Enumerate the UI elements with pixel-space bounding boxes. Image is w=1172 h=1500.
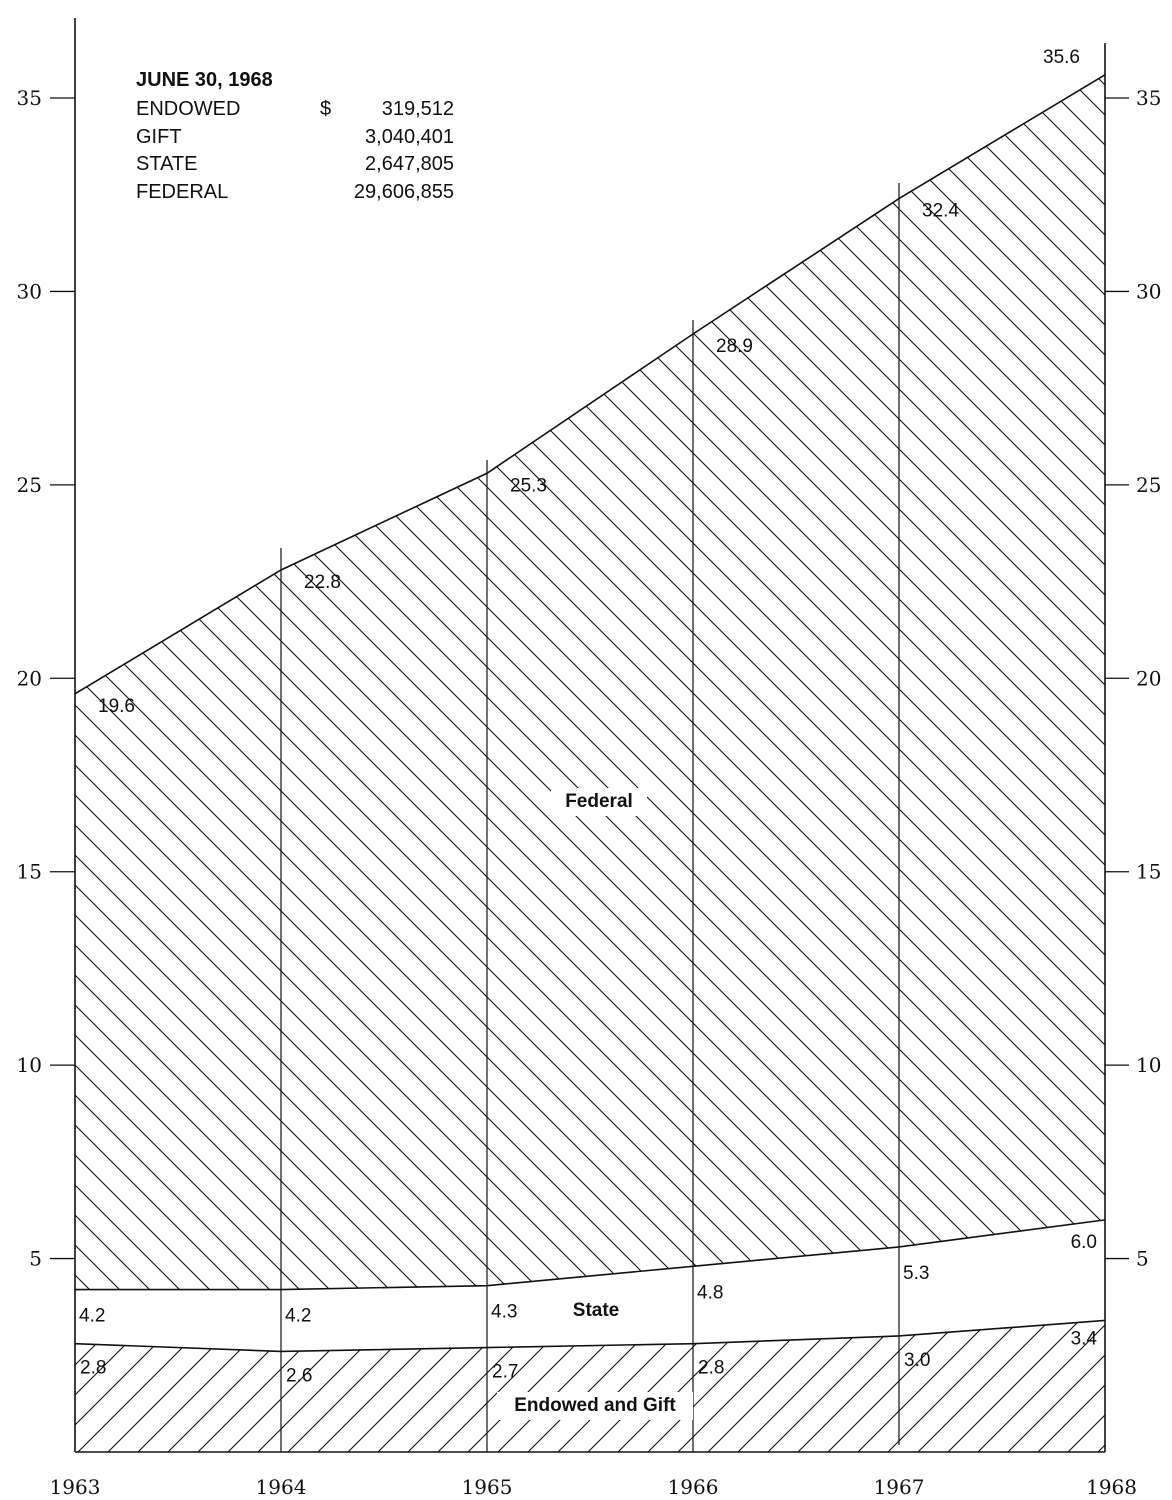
series-label-state: State — [573, 1300, 619, 1321]
x-tick-label-1965: 1965 — [462, 1475, 513, 1499]
line-endowed-and-gift — [74, 1319, 1106, 1353]
data-label-state-1966: 4.8 — [697, 1282, 723, 1303]
legend-value-endowed: 319,512 — [382, 98, 454, 120]
series-label-state-bg — [561, 1297, 631, 1325]
data-label-endowed-and-gift-1966: 2.8 — [698, 1358, 724, 1379]
data-label-endowed-and-gift-1968: 3.4 — [1071, 1328, 1098, 1349]
y-tick-label-left-25: 25 — [17, 473, 42, 497]
line-federal — [74, 74, 1106, 695]
legend-value-state: 2,647,805 — [365, 153, 454, 175]
x-tick-label-1966: 1966 — [668, 1475, 719, 1499]
data-label-endowed-and-gift-1963: 2.8 — [80, 1358, 106, 1379]
area-endowed-and-gift — [75, 1320, 1105, 1452]
x-axis: 1963 1964 1965 1966 1967 1968 — [50, 1475, 1137, 1499]
y-tick-label-right-10: 10 — [1136, 1053, 1161, 1077]
data-labels: 19.6 22.8 25.3 28.9 32.4 35.6 4.2 4.2 4.3 4.8 5.3 6… — [79, 47, 1097, 1387]
x-tick-label-1967: 1967 — [874, 1475, 925, 1499]
series-label-endowed-and-gift: Endowed and Gift — [514, 1395, 676, 1416]
y-tick-label-right-35: 35 — [1136, 86, 1161, 110]
area-state — [75, 1219, 1105, 1352]
series-label-federal: Federal — [565, 791, 633, 812]
y-tick-label-right-30: 30 — [1136, 279, 1161, 303]
data-label-federal-1964: 22.8 — [304, 572, 341, 593]
y-tick-label-left-15: 15 — [17, 860, 42, 884]
y-tick-label-left-5: 5 — [29, 1247, 42, 1271]
plot-frame — [74, 18, 1106, 1453]
legend-label-state: STATE — [136, 153, 197, 175]
x-tick-label-1968: 1968 — [1086, 1475, 1137, 1499]
series-label-federal-bg — [551, 788, 647, 816]
y-tick-label-right-25: 25 — [1136, 473, 1161, 497]
legend-label-gift: GIFT — [136, 126, 182, 148]
legend-title: JUNE 30, 1968 — [136, 69, 273, 91]
legend-currency: $ — [320, 98, 331, 120]
series-label-endowed-and-gift-bg — [497, 1392, 693, 1420]
data-label-federal-1963: 19.6 — [98, 696, 135, 717]
legend-value-federal: 29,606,855 — [354, 181, 454, 203]
y-tick-label-left-35: 35 — [17, 86, 42, 110]
data-label-federal-1968: 35.6 — [1043, 47, 1080, 68]
legend-label-endowed: ENDOWED — [136, 98, 240, 120]
x-tick-label-1963: 1963 — [50, 1475, 101, 1499]
legend-label-federal: FEDERAL — [136, 181, 228, 203]
x-tick-label-1964: 1964 — [256, 1475, 307, 1499]
y-tick-label-right-5: 5 — [1136, 1247, 1149, 1271]
data-label-endowed-and-gift-1965: 2.7 — [492, 1362, 518, 1383]
data-label-state-1964: 4.2 — [285, 1306, 311, 1327]
y-tick-label-left-20: 20 — [17, 666, 42, 690]
data-label-state-1963: 4.2 — [79, 1306, 105, 1327]
series-labels: Federal State Endowed and Gift — [497, 788, 693, 1420]
y-tick-label-left-10: 10 — [17, 1053, 42, 1077]
y-tick-label-left-30: 30 — [17, 279, 42, 303]
y-tick-label-right-15: 15 — [1136, 860, 1161, 884]
data-label-endowed-and-gift-1967: 3.0 — [904, 1350, 930, 1371]
area-layer — [74, 74, 1106, 1452]
summary-legend: JUNE 30, 1968 ENDOWED $ 319,512 GIFT 3,0… — [136, 69, 454, 203]
legend-value-gift: 3,040,401 — [365, 126, 454, 148]
data-label-endowed-and-gift-1964: 2.6 — [286, 1365, 312, 1386]
data-label-state-1965: 4.3 — [491, 1302, 517, 1323]
y-axis-right: 5 10 15 20 25 30 35 — [1105, 86, 1161, 1271]
line-state — [75, 1219, 1106, 1291]
y-tick-label-right-20: 20 — [1136, 666, 1161, 690]
data-label-state-1968: 6.0 — [1071, 1232, 1097, 1253]
data-label-state-1967: 5.3 — [903, 1263, 929, 1284]
data-label-federal-1967: 32.4 — [922, 201, 959, 222]
area-federal — [75, 74, 1105, 1290]
y-axis-left: 5 10 15 20 25 30 35 — [17, 86, 75, 1271]
data-label-federal-1965: 25.3 — [510, 475, 547, 496]
data-label-federal-1966: 28.9 — [716, 336, 753, 357]
